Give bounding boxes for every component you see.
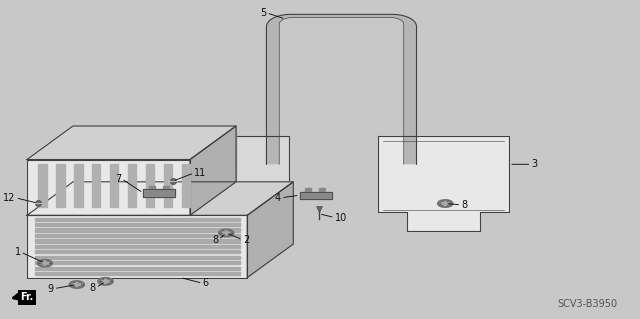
Polygon shape [27, 215, 247, 278]
Polygon shape [38, 164, 47, 207]
Text: 7: 7 [115, 174, 122, 184]
Circle shape [442, 202, 449, 205]
Polygon shape [149, 186, 155, 189]
Polygon shape [73, 126, 236, 182]
Polygon shape [378, 136, 509, 231]
Polygon shape [190, 126, 236, 215]
Polygon shape [81, 206, 285, 209]
Polygon shape [81, 195, 285, 198]
Polygon shape [305, 188, 311, 192]
Circle shape [98, 278, 113, 285]
Polygon shape [210, 131, 218, 174]
Polygon shape [143, 189, 175, 197]
Polygon shape [35, 267, 239, 270]
Polygon shape [35, 228, 239, 232]
Text: 8: 8 [461, 200, 467, 210]
Polygon shape [164, 164, 172, 207]
Circle shape [219, 229, 234, 237]
Polygon shape [216, 136, 289, 231]
Polygon shape [163, 186, 169, 189]
Text: 5: 5 [260, 8, 266, 18]
Polygon shape [174, 131, 182, 174]
Polygon shape [156, 131, 164, 174]
Polygon shape [81, 189, 285, 193]
Polygon shape [266, 14, 417, 164]
Polygon shape [146, 164, 154, 207]
Text: 10: 10 [335, 212, 347, 223]
Polygon shape [35, 234, 239, 237]
Text: SCV3-B3950: SCV3-B3950 [557, 299, 617, 309]
Polygon shape [300, 192, 332, 199]
Polygon shape [35, 223, 239, 226]
Polygon shape [35, 245, 239, 248]
Polygon shape [110, 164, 118, 207]
Circle shape [41, 261, 49, 265]
Text: 3: 3 [531, 159, 538, 169]
Text: 11: 11 [195, 168, 207, 178]
Text: 8: 8 [90, 283, 96, 293]
Circle shape [223, 231, 230, 235]
Polygon shape [138, 131, 147, 174]
Polygon shape [81, 200, 285, 204]
Circle shape [37, 259, 52, 267]
Polygon shape [81, 233, 285, 236]
Text: 2: 2 [243, 235, 249, 245]
Text: 1: 1 [15, 247, 20, 257]
Polygon shape [74, 164, 83, 207]
Text: 12: 12 [3, 193, 15, 203]
Polygon shape [227, 131, 236, 174]
Circle shape [69, 281, 84, 288]
Polygon shape [102, 131, 111, 174]
Polygon shape [27, 160, 190, 215]
Polygon shape [81, 222, 285, 226]
Polygon shape [81, 184, 285, 187]
Polygon shape [319, 188, 325, 192]
Circle shape [438, 200, 453, 207]
Polygon shape [192, 131, 200, 174]
Polygon shape [35, 218, 239, 221]
Polygon shape [128, 164, 136, 207]
Polygon shape [84, 131, 93, 174]
Polygon shape [35, 250, 239, 254]
Polygon shape [35, 256, 239, 259]
Text: 6: 6 [203, 278, 209, 288]
Text: 8: 8 [212, 235, 219, 245]
Polygon shape [247, 182, 293, 278]
Polygon shape [81, 228, 285, 231]
Polygon shape [27, 182, 293, 215]
Polygon shape [92, 164, 100, 207]
Polygon shape [81, 217, 285, 220]
Polygon shape [35, 272, 239, 275]
Circle shape [102, 279, 109, 283]
Polygon shape [35, 239, 239, 242]
Polygon shape [35, 261, 239, 264]
Text: Fr.: Fr. [20, 292, 34, 302]
Text: 9: 9 [48, 284, 54, 294]
Polygon shape [27, 126, 236, 160]
Polygon shape [120, 131, 129, 174]
Text: 4: 4 [275, 193, 281, 203]
Polygon shape [81, 239, 285, 242]
Polygon shape [182, 164, 190, 207]
Polygon shape [73, 182, 293, 244]
Circle shape [73, 283, 81, 286]
Polygon shape [56, 164, 65, 207]
Polygon shape [81, 211, 285, 215]
